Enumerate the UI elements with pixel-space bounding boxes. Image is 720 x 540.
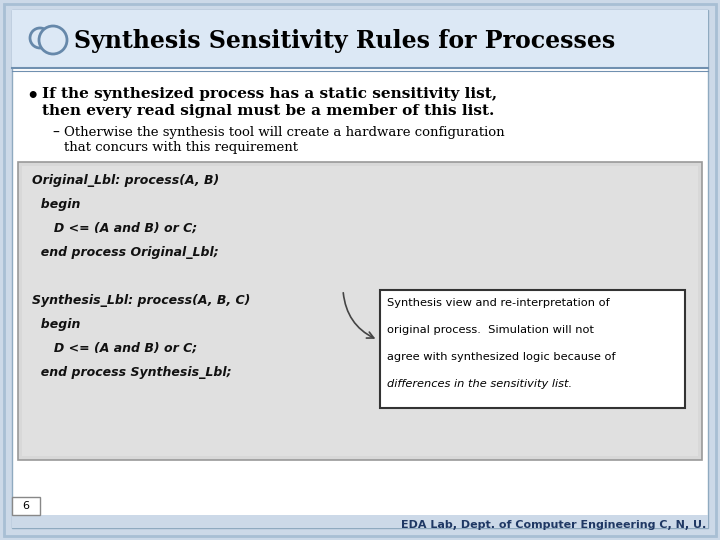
Text: that concurs with this requirement: that concurs with this requirement bbox=[64, 141, 298, 154]
Bar bbox=[12, 497, 40, 515]
Text: original process.  Simulation will not: original process. Simulation will not bbox=[387, 325, 594, 335]
Text: Original_Lbl: process(A, B): Original_Lbl: process(A, B) bbox=[32, 174, 220, 187]
Text: •: • bbox=[26, 87, 38, 106]
Bar bbox=[18, 162, 702, 460]
Text: 6: 6 bbox=[22, 501, 30, 511]
Text: Synthesis Sensitivity Rules for Processes: Synthesis Sensitivity Rules for Processe… bbox=[74, 29, 616, 53]
Bar bbox=[22, 166, 698, 456]
Text: D <= (A and B) or C;: D <= (A and B) or C; bbox=[32, 222, 197, 235]
Text: Synthesis_Lbl: process(A, B, C): Synthesis_Lbl: process(A, B, C) bbox=[32, 294, 251, 307]
Text: begin: begin bbox=[32, 318, 81, 331]
Text: begin: begin bbox=[32, 198, 81, 211]
Bar bbox=[380, 290, 685, 408]
FancyArrowPatch shape bbox=[343, 293, 374, 338]
Circle shape bbox=[39, 26, 67, 54]
Text: EDA Lab, Dept. of Computer Engineering C, N, U.: EDA Lab, Dept. of Computer Engineering C… bbox=[401, 520, 706, 530]
Text: differences in the sensitivity list.: differences in the sensitivity list. bbox=[387, 379, 572, 389]
Text: Synthesis view and re-interpretation of: Synthesis view and re-interpretation of bbox=[387, 298, 610, 308]
Text: –: – bbox=[52, 126, 59, 140]
Circle shape bbox=[30, 28, 50, 48]
Text: agree with synthesized logic because of: agree with synthesized logic because of bbox=[387, 352, 616, 362]
Text: Otherwise the synthesis tool will create a hardware configuration: Otherwise the synthesis tool will create… bbox=[64, 126, 505, 139]
Text: end process Original_Lbl;: end process Original_Lbl; bbox=[32, 246, 219, 259]
Text: end process Synthesis_Lbl;: end process Synthesis_Lbl; bbox=[32, 366, 232, 379]
Text: If the synthesized process has a static sensitivity list,: If the synthesized process has a static … bbox=[42, 87, 497, 101]
Text: D <= (A and B) or C;: D <= (A and B) or C; bbox=[32, 342, 197, 355]
Bar bbox=[12, 515, 708, 528]
Text: then every read signal must be a member of this list.: then every read signal must be a member … bbox=[42, 104, 495, 118]
Bar bbox=[12, 10, 708, 68]
